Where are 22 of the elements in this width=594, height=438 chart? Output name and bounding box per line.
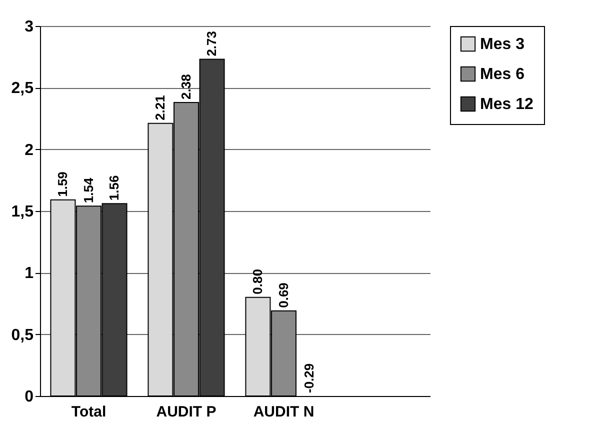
legend-label: Mes 12 <box>480 96 534 113</box>
data-label: 0.80 <box>250 269 265 294</box>
data-label: 2.73 <box>204 30 220 56</box>
y-tick-label: 1,5 <box>11 204 34 220</box>
x-tick-label: Total <box>71 404 106 420</box>
y-tick-label: 2 <box>24 142 34 159</box>
y-tick-label: 0,5 <box>11 326 34 344</box>
data-label: 1.56 <box>106 175 122 201</box>
data-label: 2.38 <box>178 74 194 100</box>
y-tick-label: 2,5 <box>11 80 34 98</box>
y-tick-label: 3 <box>24 18 34 36</box>
data-label: 1.54 <box>80 176 96 204</box>
x-tick-label: AUDIT P <box>156 404 216 420</box>
data-label: 2.21 <box>152 95 168 120</box>
legend-label: Mes 6 <box>480 66 525 83</box>
text: -0.29 <box>302 363 317 393</box>
legend-label: Mes 3 <box>480 36 525 53</box>
data-label: 0.69 <box>276 282 291 308</box>
x-tick-label: AUDIT N <box>253 404 314 420</box>
y-tick-label: 0 <box>24 388 34 406</box>
y-tick-label: 1 <box>24 265 34 282</box>
data-label: 1.59 <box>54 172 70 197</box>
